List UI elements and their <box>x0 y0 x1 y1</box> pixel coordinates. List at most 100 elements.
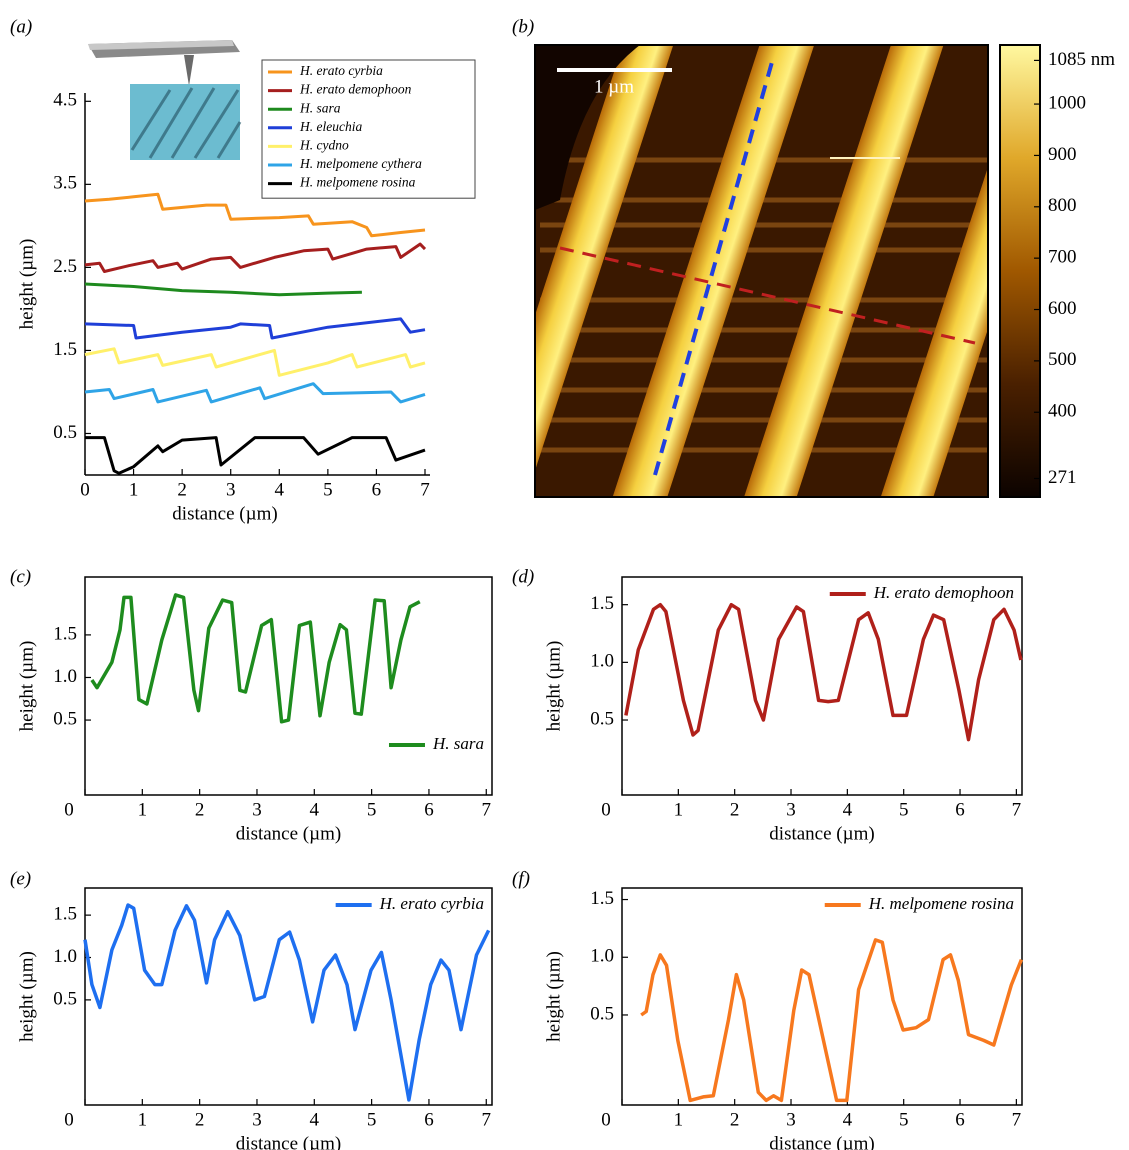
x-tick-label: 3 <box>226 479 236 500</box>
y-tick-label: 1.5 <box>53 339 77 360</box>
panel-label: (b) <box>512 16 534 37</box>
y-axis-title: height (µm) <box>543 951 564 1042</box>
y-axis-title: height (µm) <box>543 641 564 732</box>
y-tick-label: 0.5 <box>53 988 77 1009</box>
y-tick-label: 4.5 <box>53 90 77 111</box>
legend-label: H. sara <box>432 734 484 753</box>
y-tick-label: 1.5 <box>53 903 77 924</box>
data-line <box>84 317 426 340</box>
x-axis-title: distance (µm) <box>769 1133 874 1150</box>
x-tick-label: 0 <box>64 799 74 820</box>
y-tick-label: 1.5 <box>590 888 614 909</box>
x-tick-label: 6 <box>424 1109 434 1130</box>
x-tick-label: 6 <box>955 1109 965 1130</box>
x-tick-label: 3 <box>252 1109 262 1130</box>
x-tick-label: 6 <box>424 799 434 820</box>
data-line <box>624 602 1023 742</box>
legend-label: H. erato demophoon <box>299 82 412 97</box>
x-tick-label: 4 <box>310 1109 320 1130</box>
x-tick-label: 4 <box>843 799 853 820</box>
x-tick-label: 2 <box>195 1109 205 1130</box>
afm-inset <box>88 40 242 160</box>
x-tick-label: 1 <box>138 799 148 820</box>
legend-label: H. erato cyrbia <box>379 894 484 913</box>
colorbar <box>999 44 1041 498</box>
y-tick-label: 0.5 <box>590 708 614 729</box>
y-tick-label: 1.0 <box>590 651 614 672</box>
y-axis-title: height (µm) <box>16 951 37 1042</box>
panel-label: (e) <box>10 868 31 889</box>
colorbar-tick-label: 900 <box>1048 144 1077 165</box>
x-axis-title: distance (µm) <box>769 823 874 844</box>
y-tick-label: 1.0 <box>590 946 614 967</box>
y-tick-label: 0.5 <box>53 708 77 729</box>
legend-label: H. erato demophoon <box>873 583 1014 602</box>
x-tick-label: 6 <box>372 479 382 500</box>
y-tick-label: 0.5 <box>590 1003 614 1024</box>
x-tick-label: 5 <box>323 479 333 500</box>
x-tick-label: 4 <box>843 1109 853 1130</box>
x-tick-label: 7 <box>482 1109 492 1130</box>
x-tick-label: 2 <box>177 479 187 500</box>
colorbar-tick-label: 600 <box>1048 298 1077 319</box>
data-line <box>84 192 426 238</box>
plot-frame <box>84 576 493 796</box>
y-tick-label: 1.0 <box>53 946 77 967</box>
x-tick-label: 0 <box>601 1109 611 1130</box>
y-axis-title: height (µm) <box>16 239 37 330</box>
legend-label: H. eleuchia <box>299 119 362 134</box>
legend-label: H. melpomene rosina <box>299 175 416 190</box>
legend-label: H. melpomene cythera <box>299 156 422 171</box>
colorbar-tick-label: 800 <box>1048 195 1077 216</box>
x-tick-label: 0 <box>64 1109 74 1130</box>
y-tick-label: 1.5 <box>53 623 77 644</box>
data-line <box>640 938 1024 1103</box>
x-tick-label: 7 <box>1012 1109 1022 1130</box>
plot-frame <box>621 576 1023 796</box>
x-tick-label: 1 <box>129 479 139 500</box>
x-tick-label: 7 <box>482 799 492 820</box>
x-tick-label: 1 <box>674 1109 684 1130</box>
x-tick-label: 2 <box>730 1109 740 1130</box>
x-tick-label: 5 <box>899 799 909 820</box>
x-tick-label: 0 <box>601 799 611 820</box>
colorbar-tick-label: 400 <box>1048 401 1077 422</box>
x-tick-label: 2 <box>730 799 740 820</box>
colorbar-tick-label: 700 <box>1048 247 1077 268</box>
plot-frame <box>621 887 1023 1106</box>
panel-label: (f) <box>512 868 530 889</box>
legend-label: H. melpomene rosina <box>868 894 1014 913</box>
legend-frame <box>261 59 476 199</box>
x-tick-label: 3 <box>252 799 262 820</box>
x-tick-label: 7 <box>420 479 430 500</box>
x-tick-label: 5 <box>367 1109 377 1130</box>
colorbar-tick-label: 500 <box>1048 349 1077 370</box>
legend-label: H. sara <box>299 100 341 115</box>
x-tick-label: 5 <box>899 1109 909 1130</box>
y-tick-label: 0.5 <box>53 422 77 443</box>
image-frame <box>534 44 989 498</box>
x-tick-label: 2 <box>195 799 205 820</box>
x-axis-title: distance (µm) <box>236 823 341 844</box>
data-line <box>84 242 427 273</box>
colorbar-tick-label: 1000 <box>1048 92 1086 113</box>
data-line <box>83 903 491 1102</box>
x-tick-label: 6 <box>955 799 965 820</box>
x-tick-label: 7 <box>1012 799 1022 820</box>
x-tick-label: 1 <box>674 799 684 820</box>
colorbar-tick-label: 271 <box>1048 467 1077 488</box>
data-line <box>84 282 362 297</box>
panel-label: (d) <box>512 566 534 587</box>
y-tick-label: 3.5 <box>53 173 77 194</box>
legend-label: H. erato cyrbia <box>299 63 383 78</box>
y-tick-label: 2.5 <box>53 256 77 277</box>
colorbar-tick-label: 1085 nm <box>1048 49 1115 70</box>
afm-image <box>535 45 988 497</box>
y-tick-label: 1.0 <box>53 666 77 687</box>
data-line <box>84 382 426 404</box>
panel-label: (a) <box>10 16 32 37</box>
legend-label: H. cydno <box>299 137 349 152</box>
x-tick-label: 3 <box>786 1109 796 1130</box>
x-tick-label: 5 <box>367 799 377 820</box>
